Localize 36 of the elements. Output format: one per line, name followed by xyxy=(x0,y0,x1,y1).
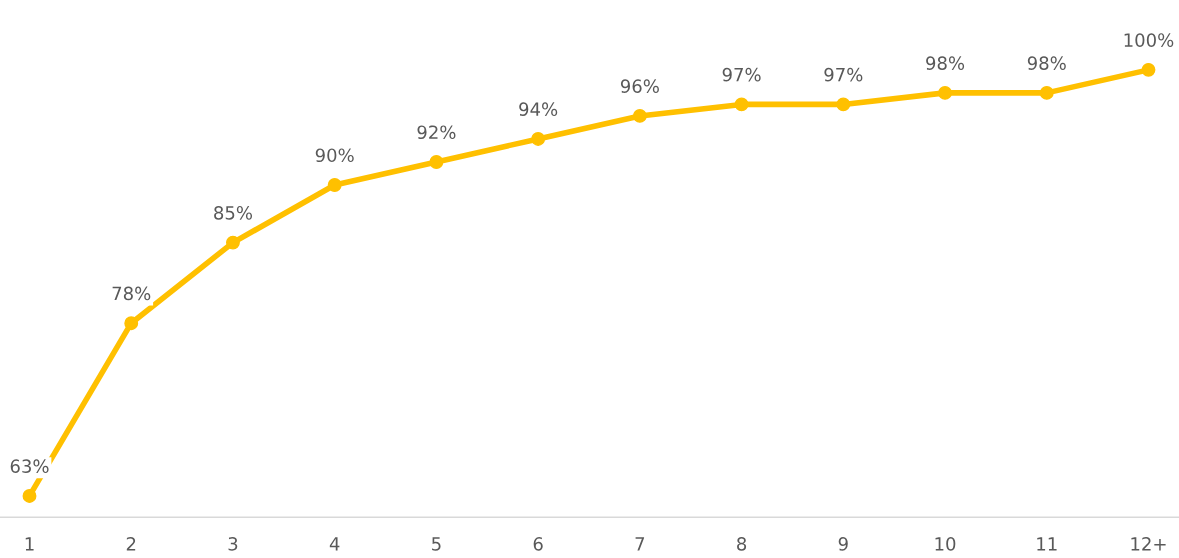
x-tick-label: 8 xyxy=(737,537,747,551)
data-label: 90% xyxy=(315,148,354,163)
x-tick-label: 5 xyxy=(432,537,441,551)
point xyxy=(22,489,37,503)
data-label: 85% xyxy=(214,206,253,220)
data-label: 98% xyxy=(1027,56,1066,70)
x-tick-label: 12+ xyxy=(1131,537,1166,551)
data-label: 97% xyxy=(722,67,761,82)
x-tick-label: 6 xyxy=(533,537,543,551)
point xyxy=(1039,85,1054,100)
x-tick-label: 2 xyxy=(126,537,136,551)
data-label: 94% xyxy=(519,102,558,117)
data-label: 98% xyxy=(926,56,965,70)
x-tick-label: 7 xyxy=(635,537,645,551)
data-label: 92% xyxy=(417,125,456,140)
x-tick-label: 11 xyxy=(1037,537,1057,551)
point xyxy=(938,85,952,100)
data-label: 63% xyxy=(10,459,49,474)
data-label: 100% xyxy=(1124,33,1174,47)
data-label: 97% xyxy=(824,67,863,82)
x-tick-label: 3 xyxy=(228,537,238,551)
x-tick-label: 4 xyxy=(329,537,340,551)
data-label: 96% xyxy=(620,79,659,93)
data-label: 78% xyxy=(112,286,151,301)
point xyxy=(429,155,444,169)
x-tick-label: 10 xyxy=(935,537,956,551)
point xyxy=(734,97,749,112)
point xyxy=(632,108,647,123)
point xyxy=(226,235,240,250)
x-tick-label: 9 xyxy=(838,537,848,551)
point xyxy=(327,178,342,192)
point xyxy=(1141,62,1156,77)
point xyxy=(836,97,851,112)
x-tick-label: 1 xyxy=(25,537,34,551)
point xyxy=(531,132,546,146)
point xyxy=(124,316,139,331)
